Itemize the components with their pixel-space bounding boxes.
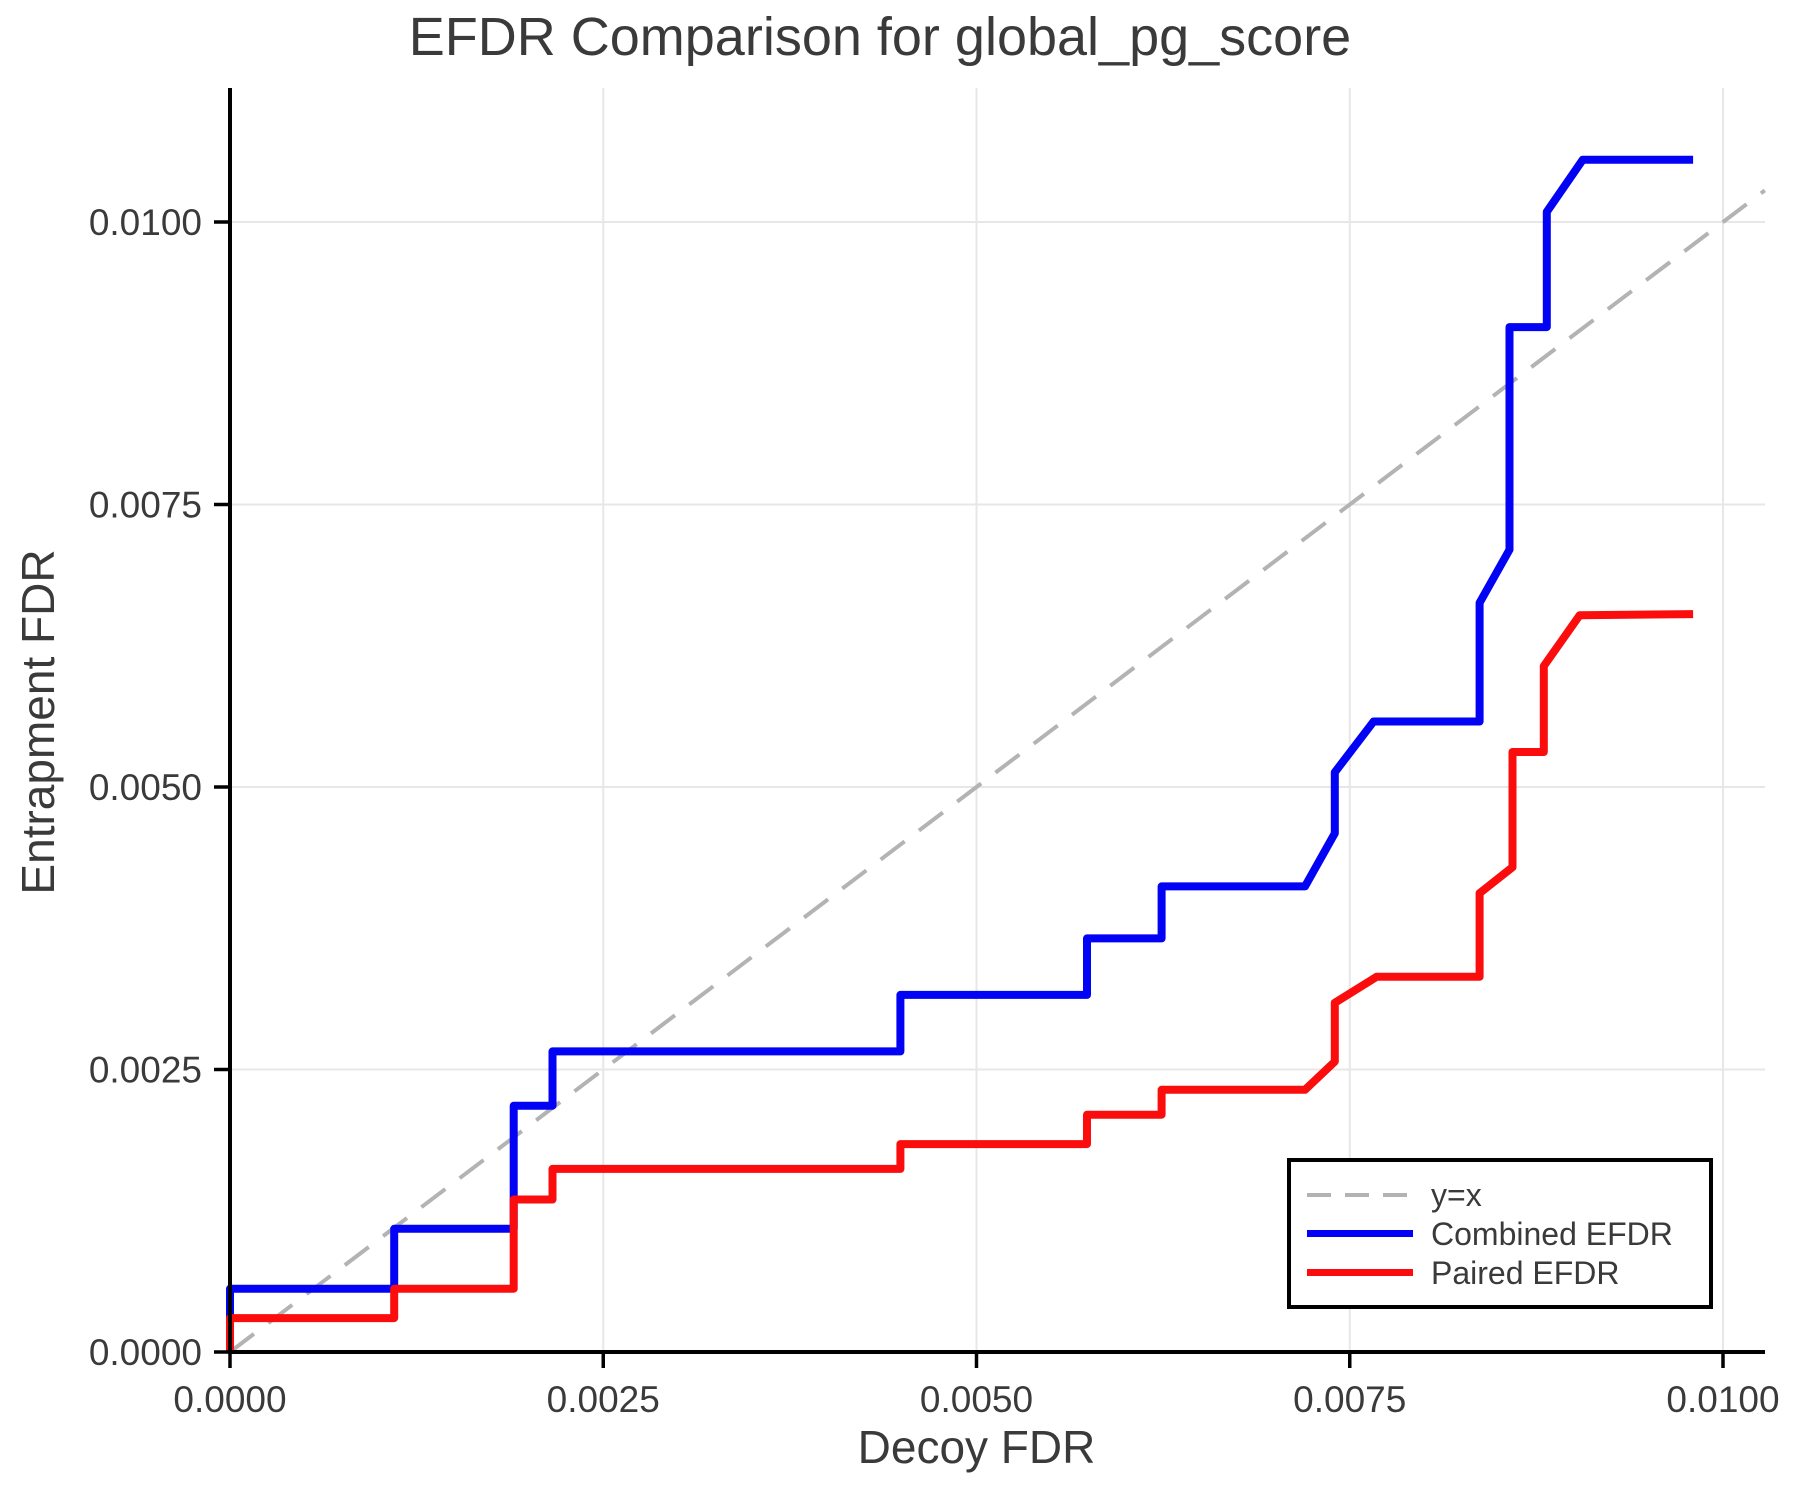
x-tick-label: 0.0000 <box>173 1379 286 1420</box>
x-tick-label: 0.0025 <box>547 1379 660 1420</box>
combined-efdr-swatch <box>1307 1230 1413 1237</box>
paired-efdr-line <box>226 610 1694 1352</box>
y-tick-label: 0.0075 <box>89 485 202 526</box>
y-tick-label: 0.0100 <box>89 202 202 243</box>
legend-box: y=x Combined EFDR Paired EFDR <box>1287 1158 1713 1309</box>
paired-efdr-swatch <box>1307 1269 1413 1276</box>
x-tick-label: 0.0075 <box>1293 1379 1406 1420</box>
legend-item-paired-efdr: Paired EFDR <box>1307 1254 1693 1291</box>
identity-line-swatch <box>1307 1192 1413 1197</box>
chart-title: EFDR Comparison for global_pg_score <box>408 7 1352 67</box>
x-axis-label: Decoy FDR <box>857 1421 1096 1473</box>
y-tick-label: 0.0050 <box>89 767 202 808</box>
x-tick-label: 0.0050 <box>920 1379 1033 1420</box>
y-tick-label: 0.0025 <box>89 1050 202 1091</box>
legend-label: y=x <box>1431 1176 1482 1213</box>
legend-item-identity: y=x <box>1307 1176 1693 1213</box>
x-tick-label: 0.0100 <box>1666 1379 1779 1420</box>
legend-label: Paired EFDR <box>1431 1254 1620 1291</box>
legend-item-combined-efdr: Combined EFDR <box>1307 1215 1693 1252</box>
legend-label: Combined EFDR <box>1431 1215 1673 1252</box>
y-tick-label: 0.0000 <box>89 1332 202 1373</box>
